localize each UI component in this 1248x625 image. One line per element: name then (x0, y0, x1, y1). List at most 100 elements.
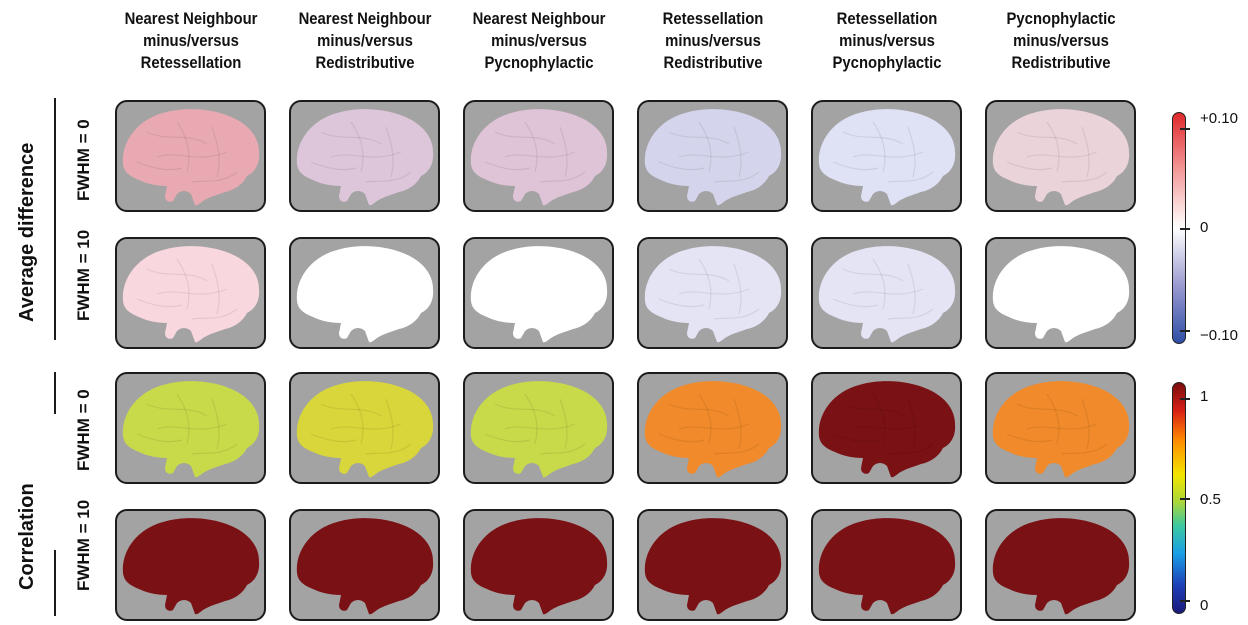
brain-sulci-texture (1006, 393, 1108, 455)
column-header-line2: minus/versus (839, 32, 935, 50)
column-header: Retessellation minus/versus Pycnophylact… (815, 8, 959, 74)
column-header-line3: Redistributive (315, 54, 415, 72)
brain-silhouette (992, 518, 1130, 615)
row-label-fwhm0: FWHM = 0 (74, 119, 93, 201)
brain-panel-avg-fwhm0-col4 (637, 100, 788, 212)
brain-surface-image (818, 381, 956, 478)
column-header: Nearest Neighbour minus/versus Redistrib… (293, 8, 437, 74)
row-label-fwhm10: FWHM = 10 (74, 229, 93, 321)
colorbar-tick (1180, 228, 1190, 230)
brain-surface-image (470, 246, 608, 343)
brain-silhouette (470, 518, 608, 615)
brain-silhouette (296, 381, 434, 478)
brain-panel-corr-fwhm10-col1 (115, 509, 266, 621)
brain-panel-corr-fwhm10-col4 (637, 509, 788, 621)
brain-surface-image (470, 109, 608, 206)
column-header: Retessellation minus/versus Redistributi… (641, 8, 785, 74)
brain-silhouette (818, 381, 956, 478)
colorbar-tick (1180, 600, 1190, 602)
brain-panel-avg-fwhm0-col2 (289, 100, 440, 212)
brain-silhouette (296, 518, 434, 615)
brain-panel-corr-fwhm10-col3 (463, 509, 614, 621)
column-header: Nearest Neighbour minus/versus Pycnophyl… (467, 8, 611, 74)
brain-sulci-texture (658, 121, 760, 183)
brain-sulci-texture (832, 393, 934, 455)
brain-surface-image (818, 518, 956, 615)
brain-silhouette (818, 109, 956, 206)
brain-silhouette (644, 109, 782, 206)
brain-panel-corr-fwhm10-col5 (811, 509, 962, 621)
brain-surface-image (122, 109, 260, 206)
brain-panel-avg-fwhm10-col1 (115, 237, 266, 349)
brain-silhouette (992, 246, 1130, 343)
brain-panel-corr-fwhm0-col5 (811, 372, 962, 484)
brain-sulci-texture (484, 393, 586, 455)
brain-silhouette (296, 246, 434, 343)
brain-sulci-texture (310, 121, 412, 183)
colorbar-min-label: 0 (1200, 597, 1209, 614)
brain-surface-image (122, 246, 260, 343)
brain-panel-avg-fwhm0-col3 (463, 100, 614, 212)
brain-panel-avg-fwhm10-col4 (637, 237, 788, 349)
brain-silhouette (818, 246, 956, 343)
brain-surface-image (122, 381, 260, 478)
column-header-line2: minus/versus (665, 32, 761, 50)
brain-sulci-texture (658, 258, 760, 320)
column-header-line2: minus/versus (1013, 32, 1109, 50)
brain-sulci-texture (658, 393, 760, 455)
group-label-correlation: Correlation (16, 483, 38, 590)
colorbar-mid-label: 0.5 (1200, 491, 1221, 508)
brain-panel-corr-fwhm0-col1 (115, 372, 266, 484)
brain-surface-image (644, 518, 782, 615)
column-header-line1: Retessellation (662, 10, 764, 28)
column-header-line1: Nearest Neighbour (298, 10, 432, 28)
brain-panel-avg-fwhm10-col5 (811, 237, 962, 349)
brain-sulci-texture (832, 121, 934, 183)
colorbar-tick (1180, 398, 1190, 400)
group-label-average-difference: Average difference (16, 142, 38, 322)
brain-surface-image (818, 246, 956, 343)
brain-silhouette (644, 518, 782, 615)
group-divider-line (54, 98, 56, 340)
brain-sulci-texture (310, 393, 412, 455)
group-divider-line (54, 550, 56, 616)
brain-surface-image (296, 381, 434, 478)
group-divider-line (54, 372, 56, 414)
column-header-line3: Redistributive (1011, 54, 1111, 72)
brain-silhouette (470, 246, 608, 343)
brain-surface-image (296, 109, 434, 206)
brain-panel-corr-fwhm0-col4 (637, 372, 788, 484)
column-header-line1: Nearest Neighbour (472, 10, 606, 28)
colorbar-tick (1180, 128, 1190, 130)
colorbar-mid-label: 0 (1200, 219, 1209, 236)
brain-surface-image (470, 518, 608, 615)
column-header-line2: minus/versus (491, 32, 587, 50)
brain-surface-image (470, 381, 608, 478)
brain-panel-corr-fwhm0-col2 (289, 372, 440, 484)
column-header: Pycnophylactic minus/versus Redistributi… (989, 8, 1133, 74)
brain-panel-avg-fwhm10-col2 (289, 237, 440, 349)
brain-silhouette (470, 109, 608, 206)
brain-panel-avg-fwhm10-col6 (985, 237, 1136, 349)
row-label-fwhm0: FWHM = 0 (74, 389, 93, 471)
brain-sulci-texture (1006, 121, 1108, 183)
brain-silhouette (992, 109, 1130, 206)
column-header: Nearest Neighbour minus/versus Retessell… (119, 8, 263, 74)
brain-sulci-texture (484, 121, 586, 183)
brain-silhouette (122, 518, 260, 615)
colorbar-max-label: +0.10 (1200, 110, 1238, 127)
brain-silhouette (992, 381, 1130, 478)
colorbar-max-label: 1 (1200, 388, 1209, 405)
brain-sulci-texture (136, 258, 238, 320)
brain-surface-image (992, 518, 1130, 615)
brain-panel-corr-fwhm10-col6 (985, 509, 1136, 621)
brain-panel-avg-fwhm0-col5 (811, 100, 962, 212)
colorbar-tick (1180, 498, 1190, 500)
brain-panel-corr-fwhm0-col6 (985, 372, 1136, 484)
brain-silhouette (122, 109, 260, 206)
brain-silhouette (296, 109, 434, 206)
column-header-line2: minus/versus (143, 32, 239, 50)
column-header-line3: Retessellation (140, 54, 242, 72)
column-header-line3: Redistributive (663, 54, 763, 72)
brain-silhouette (122, 381, 260, 478)
